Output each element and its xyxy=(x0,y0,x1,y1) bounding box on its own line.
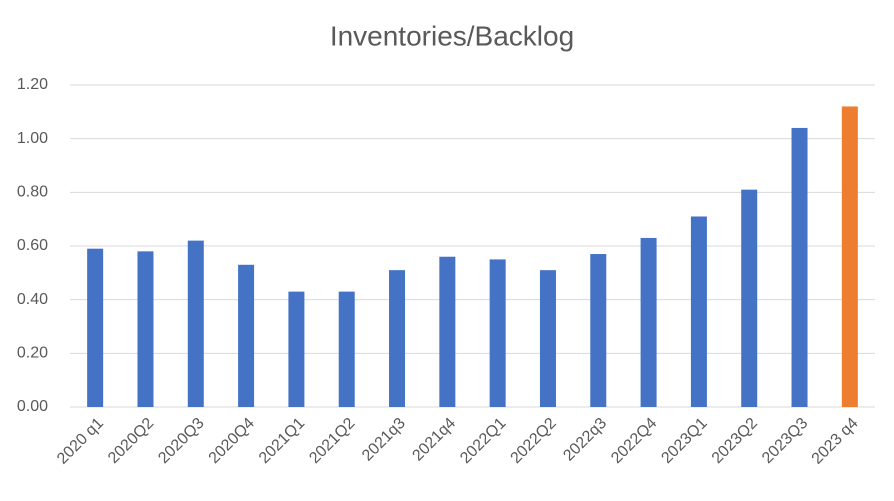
bar xyxy=(338,291,355,407)
y-tick-label: 0.80 xyxy=(17,184,48,201)
bar xyxy=(640,237,657,407)
y-tick-label: 0.40 xyxy=(17,291,48,308)
bar xyxy=(791,127,808,407)
y-tick-label: 0.60 xyxy=(17,237,48,254)
y-tick-label: 0.00 xyxy=(17,398,48,415)
y-tick-label: 1.00 xyxy=(17,130,48,147)
bar xyxy=(690,216,707,407)
bar xyxy=(590,254,607,407)
bar xyxy=(87,248,104,407)
bar xyxy=(439,256,456,407)
bar xyxy=(288,291,305,407)
bar xyxy=(187,240,204,407)
y-tick-label: 0.20 xyxy=(17,345,48,362)
bar xyxy=(137,251,154,407)
bar xyxy=(489,259,506,407)
y-tick-label: 1.20 xyxy=(17,76,48,93)
bar xyxy=(539,270,556,407)
chart-title: Inventories/Backlog xyxy=(330,20,574,51)
bar xyxy=(841,106,858,407)
bar xyxy=(238,264,255,407)
bar xyxy=(389,270,406,407)
bar xyxy=(741,189,758,407)
